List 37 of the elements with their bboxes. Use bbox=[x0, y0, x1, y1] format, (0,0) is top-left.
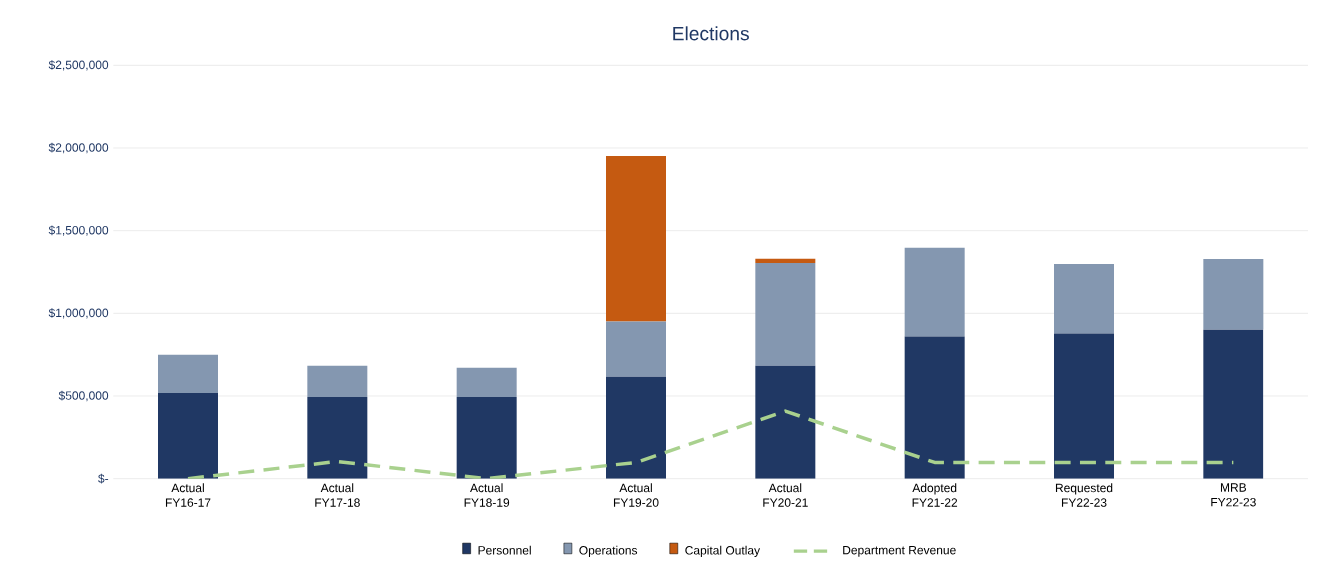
bar bbox=[755, 258, 816, 263]
bar bbox=[456, 396, 517, 479]
bar bbox=[158, 393, 218, 479]
bar bbox=[1054, 333, 1115, 479]
y-tick-label: $2,000,000 bbox=[48, 142, 109, 154]
x-tick-label: Actual FY18-19 bbox=[464, 483, 510, 507]
y-tick-label: $2,500,000 bbox=[48, 60, 109, 71]
bar bbox=[606, 156, 666, 322]
x-tick-label: Actual FY20-21 bbox=[763, 483, 808, 507]
bar bbox=[755, 262, 816, 366]
bar bbox=[904, 247, 965, 337]
bar bbox=[606, 376, 666, 479]
x-tick-label: Actual FY16-17 bbox=[165, 483, 211, 507]
bar bbox=[904, 336, 965, 479]
x-tick-label: MRB FY22-23 bbox=[1211, 483, 1256, 507]
chart-title: Elections bbox=[673, 26, 749, 41]
y-tick-label: $500,000 bbox=[58, 390, 109, 402]
legend-label: Department Revenue bbox=[843, 546, 956, 557]
x-tick-label: Adopted FY21-22 bbox=[912, 483, 958, 507]
legend-label: Operations bbox=[579, 545, 638, 557]
bar bbox=[456, 367, 517, 397]
bar bbox=[1203, 258, 1264, 330]
y-tick-label: $1,500,000 bbox=[48, 225, 109, 236]
y-tick-label: $- bbox=[98, 473, 109, 484]
bar bbox=[1054, 263, 1115, 334]
bar bbox=[606, 321, 666, 377]
bar bbox=[158, 354, 218, 394]
bar bbox=[755, 365, 816, 479]
y-tick-label: $1,000,000 bbox=[48, 308, 109, 319]
legend-label: Personnel bbox=[478, 545, 531, 555]
bar bbox=[307, 396, 368, 479]
legend-label: Capital Outlay bbox=[685, 545, 761, 557]
x-tick-label: Requested FY22-23 bbox=[1055, 483, 1113, 507]
x-tick-label: Actual FY19-20 bbox=[613, 483, 659, 507]
bar bbox=[307, 365, 368, 397]
x-tick-label: Actual FY17-18 bbox=[315, 483, 360, 507]
bar bbox=[1203, 329, 1264, 479]
